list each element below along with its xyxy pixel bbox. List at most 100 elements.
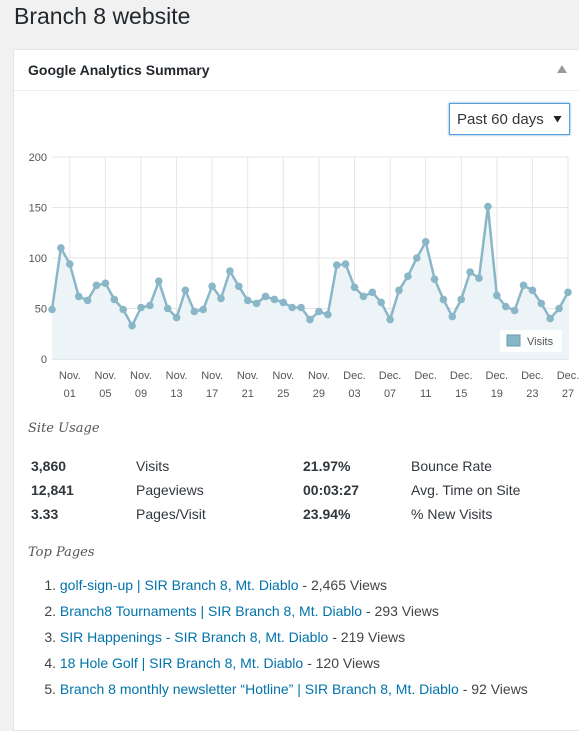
list-item-number: 3. [44,629,56,645]
data-point [510,306,519,315]
x-tick-label: Nov. [308,370,330,382]
data-point [137,303,145,312]
usage-label: % New Visits [411,506,493,522]
usage-value: 12,841 [31,482,74,498]
data-point [341,260,350,268]
list-item-number: 2. [44,603,56,619]
y-tick-label: 100 [29,253,47,265]
data-point [83,296,92,305]
usage-row: 3,860 Visits 21.97% Bounce Rate [31,458,551,478]
data-point [208,282,216,291]
x-tick-label: 23 [526,388,538,400]
data-point [493,291,501,300]
page-title: Branch 8 website [14,3,191,29]
x-tick-label: 07 [384,388,396,400]
data-point [172,313,181,322]
usage-value: 3,860 [31,458,67,474]
data-point [57,244,65,252]
site-usage-title: Site Usage [28,421,100,436]
data-point [261,292,270,301]
list-item: 2. Branch8 Tournaments | SIR Branch 8, M… [14,603,439,619]
widget-header[interactable]: Google Analytics Summary [14,50,579,91]
caret-down-icon [553,116,562,123]
data-point [119,305,127,314]
data-point [297,303,305,312]
x-tick-label: Nov. [130,370,152,382]
top-page-link[interactable]: golf-sign-up | SIR Branch 8, Mt. Diablo [59,577,299,593]
x-tick-label: 09 [135,388,147,400]
data-point [448,312,457,321]
data-point [537,299,546,308]
list-item: 5. Branch 8 monthly newsletter “Hotline”… [14,681,528,697]
x-tick-label: 13 [170,388,182,400]
top-page-views: - 92 Views [458,681,528,697]
data-point [48,305,56,314]
data-point [181,286,190,295]
data-point [564,288,572,297]
x-tick-label: 11 [420,388,431,400]
y-tick-label: 200 [29,152,47,164]
data-point [110,295,119,304]
data-point [555,304,563,313]
list-item: 3. SIR Happenings - SIR Branch 8, Mt. Di… [14,629,405,645]
x-tick-label: 03 [348,388,360,400]
x-tick-label: Nov. [59,370,81,382]
top-page-link[interactable]: SIR Happenings - SIR Branch 8, Mt. Diabl… [59,629,329,645]
data-point [413,254,421,262]
x-tick-label: 25 [277,388,289,400]
x-tick-label: 29 [313,388,325,400]
data-point [226,267,234,275]
widget-title: Google Analytics Summary [28,62,210,78]
data-point [146,301,154,310]
data-point [421,238,430,246]
data-point [66,260,74,268]
top-page-views: - 293 Views [362,603,439,619]
data-point [217,294,225,303]
top-page-views: - 120 Views [303,655,380,671]
data-point [528,286,537,295]
data-point [324,310,332,319]
top-page-link[interactable]: Branch 8 monthly newsletter “Hotline” | … [59,681,459,697]
usage-row: 3.33 Pages/Visit 23.94% % New Visits [31,506,551,526]
data-point [484,202,492,211]
data-point [315,307,323,316]
collapse-toggle-button[interactable] [556,64,570,76]
list-item: 4. 18 Hole Golf | SIR Branch 8, Mt. Diab… [14,655,380,671]
x-tick-label: 21 [242,388,254,400]
analytics-widget: Google Analytics Summary Past 60 days 20… [13,49,579,731]
usage-label: Bounce Rate [411,458,492,474]
top-pages-title: Top Pages [28,545,95,560]
list-item-number: 5. [44,681,56,697]
x-tick-label: 27 [562,388,574,400]
usage-row: 12,841 Pageviews 00:03:27 Avg. Time on S… [31,482,551,502]
data-point [377,298,386,307]
data-point [270,295,279,304]
data-point [359,292,368,301]
top-page-link[interactable]: Branch8 Tournaments | SIR Branch 8, Mt. … [59,603,363,619]
data-point [350,283,359,292]
data-point [546,314,554,323]
data-point [155,277,163,285]
x-tick-label: Dec. [521,370,544,382]
x-tick-label: 05 [99,388,111,400]
x-tick-label: Dec. [343,370,366,382]
data-point [128,321,136,330]
usage-label: Avg. Time on Site [411,482,521,498]
list-item-number: 1. [44,577,56,593]
usage-label: Pages/Visit [136,506,206,522]
data-point [501,302,510,311]
data-point [243,296,252,305]
y-tick-label: 150 [29,203,47,215]
data-point [386,315,394,324]
data-point [439,295,448,304]
top-page-views: - 219 Views [328,629,406,645]
top-page-link[interactable]: 18 Hole Golf | SIR Branch 8, Mt. Diablo [59,655,304,671]
data-point [519,281,528,290]
data-point [430,275,439,283]
data-point [163,304,172,313]
period-select[interactable]: Past 60 days [449,103,570,135]
x-tick-label: Dec. [379,370,402,382]
x-tick-label: 15 [455,388,467,400]
data-point [279,298,288,307]
period-select-value: Past 60 days [457,111,544,128]
